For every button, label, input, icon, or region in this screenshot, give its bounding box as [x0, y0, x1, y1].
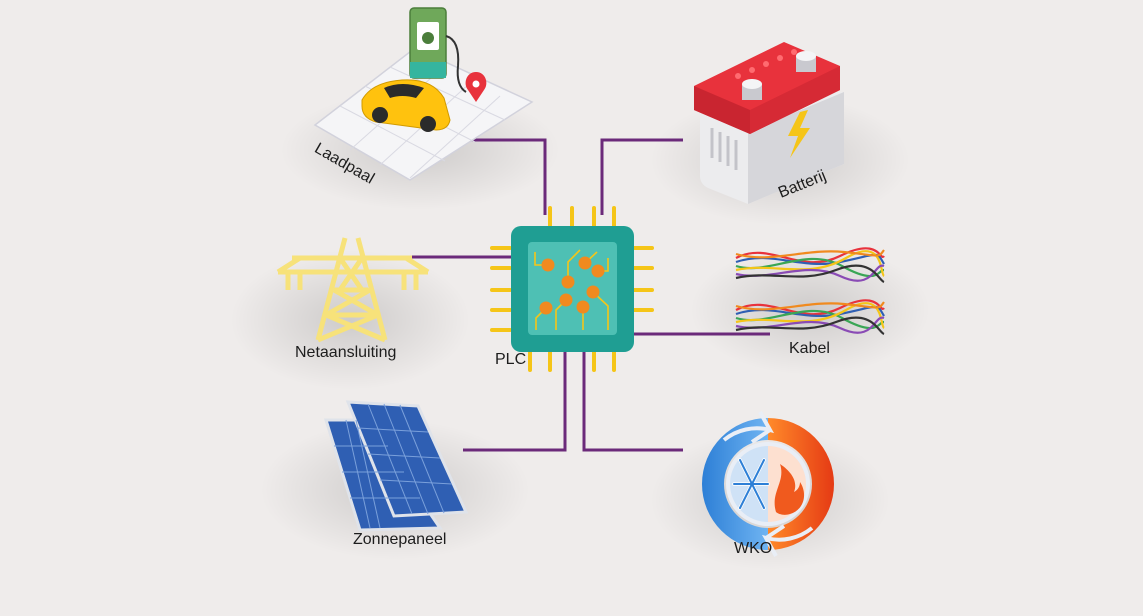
flame-icon [774, 464, 805, 515]
connector-batterij [600, 138, 683, 215]
node-label-kabel: Kabel [789, 340, 830, 357]
chip-nodes [539, 256, 605, 315]
chip-pins [490, 206, 654, 372]
node-label-netaansluiting: Netaansluiting [295, 344, 397, 361]
solar-panel-icon [323, 400, 469, 532]
car-battery-icon [694, 42, 844, 204]
connector-zonnepaneel [463, 352, 567, 452]
connector-laadpaal [463, 138, 547, 215]
battery-terminals [742, 51, 816, 100]
connector-wko [582, 352, 683, 452]
plc-chip-icon [490, 206, 654, 372]
colored-cables-icon [735, 247, 885, 336]
heat-cold-storage-icon [702, 411, 834, 557]
node-label-wko: WKO [734, 540, 773, 557]
power-pylon-icon [276, 237, 430, 343]
ev-charging-station-icon [313, 7, 534, 181]
center-label-plc: PLC [495, 351, 527, 368]
connector-lines [375, 138, 770, 452]
node-label-zonnepaneel: Zonnepaneel [353, 531, 447, 548]
